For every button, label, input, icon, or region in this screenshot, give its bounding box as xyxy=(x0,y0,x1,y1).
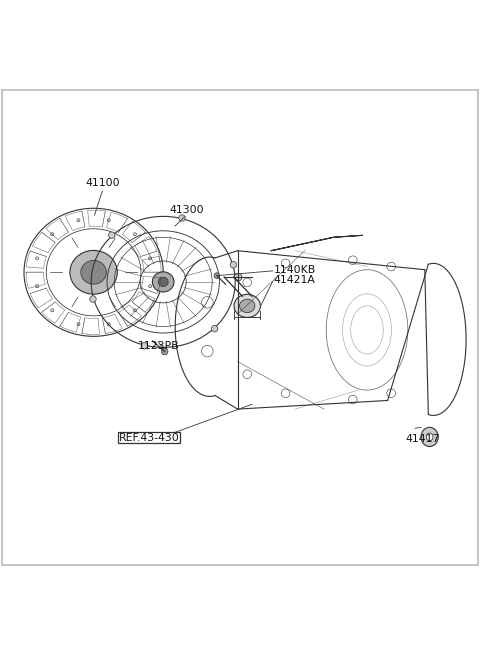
Text: 41300: 41300 xyxy=(170,205,204,215)
Circle shape xyxy=(141,343,148,349)
Text: REF.43-430: REF.43-430 xyxy=(119,433,179,443)
Text: 1140KB: 1140KB xyxy=(274,265,316,275)
Ellipse shape xyxy=(81,261,107,284)
Ellipse shape xyxy=(240,299,255,312)
Circle shape xyxy=(230,261,237,268)
Ellipse shape xyxy=(426,433,433,441)
Circle shape xyxy=(214,272,220,278)
Ellipse shape xyxy=(234,294,261,318)
Text: 41100: 41100 xyxy=(86,179,120,189)
Circle shape xyxy=(77,323,80,326)
Circle shape xyxy=(211,326,218,332)
Circle shape xyxy=(234,273,242,281)
Circle shape xyxy=(107,219,110,222)
Ellipse shape xyxy=(421,427,438,447)
Circle shape xyxy=(77,219,80,222)
Circle shape xyxy=(51,233,54,236)
Circle shape xyxy=(133,233,136,236)
Circle shape xyxy=(108,232,115,238)
Circle shape xyxy=(161,348,168,355)
Circle shape xyxy=(90,296,96,302)
Circle shape xyxy=(133,309,136,312)
Circle shape xyxy=(107,323,110,326)
Ellipse shape xyxy=(158,277,168,287)
Circle shape xyxy=(36,257,39,260)
Ellipse shape xyxy=(70,250,117,294)
Circle shape xyxy=(148,257,152,260)
Text: 41417: 41417 xyxy=(405,434,440,444)
Text: 41421A: 41421A xyxy=(274,276,315,286)
Ellipse shape xyxy=(153,272,174,292)
Text: 1123PB: 1123PB xyxy=(138,341,179,350)
Circle shape xyxy=(36,285,39,288)
Circle shape xyxy=(179,215,185,221)
Circle shape xyxy=(148,285,152,288)
Circle shape xyxy=(51,309,54,312)
